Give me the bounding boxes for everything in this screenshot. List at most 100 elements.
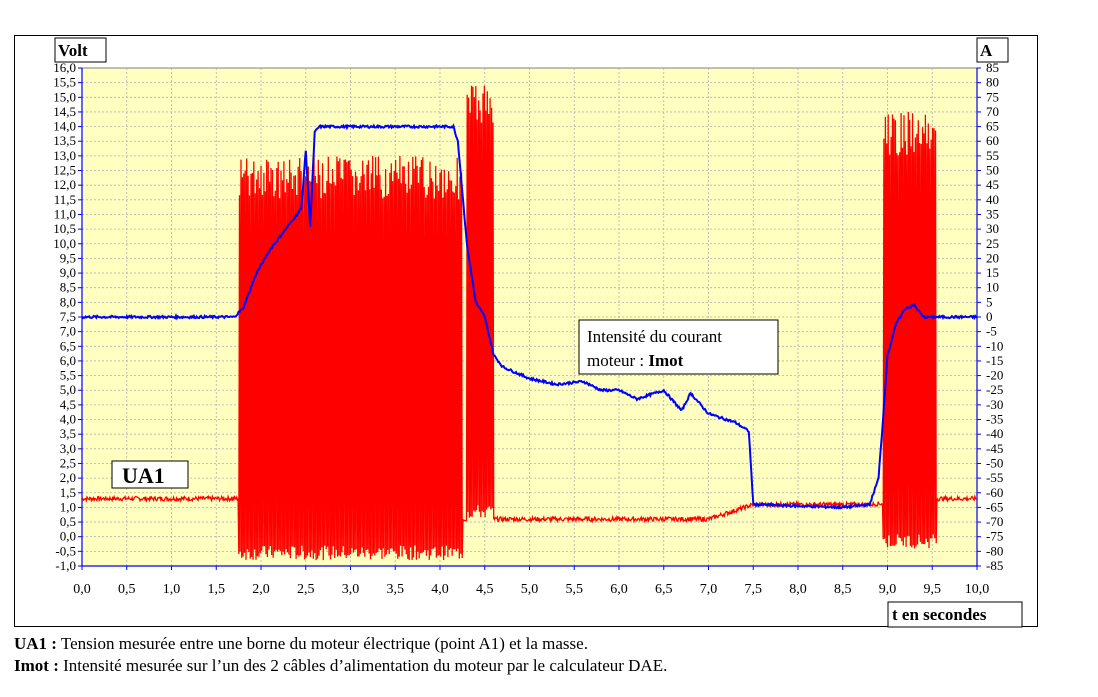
x-tick-label: 4,5 [476,582,494,597]
x-axis: 0,0 0,5 1,0 1,5 2,0 2,5 3,0 3,5 4,0 4,5 5,0 5,5 6,0 6… [73,565,990,597]
caption-ua1: UA1 : Tension mesurée entre une borne du… [14,634,588,654]
left-tick-label: 0,0 [60,529,76,544]
x-tick-label: 6,5 [655,582,673,597]
x-tick-label: 2,5 [297,582,315,597]
left-tick-label: 6,5 [60,338,76,353]
left-tick-label: 16,0 [53,60,76,75]
right-tick-label: -55 [986,470,1003,485]
x-tick-label: 10,0 [965,582,990,597]
left-tick-label: 4,0 [60,412,76,427]
right-tick-label: -80 [986,543,1003,558]
right-tick-label: 55 [986,148,999,163]
x-tick-label: 6,0 [610,582,628,597]
right-tick-label: -10 [986,338,1003,353]
imot-label-line2-prefix: moteur : [587,351,648,370]
left-tick-label: 6,0 [60,353,76,368]
imot-label-box [578,319,779,375]
x-tick-label: 1,5 [208,582,226,597]
left-tick-label: 8,0 [60,294,76,309]
imot-line [81,123,978,510]
ua1-label-box [111,460,189,489]
left-tick-label: 4,5 [60,397,76,412]
left-tick-label: 14,0 [53,119,76,134]
right-tick-label: 35 [986,206,999,221]
ua1-label: UA1 [122,463,165,488]
left-tick-label: 15,0 [53,89,76,104]
x-tick-label: 3,5 [387,582,405,597]
x-tick-label: 8,0 [789,582,807,597]
x-tick-label: 1,0 [163,582,181,597]
left-axis-title: Volt [58,41,88,60]
right-tick-label: 0 [986,309,993,324]
right-tick-label: -35 [986,412,1003,427]
right-tick-label: 25 [986,236,999,251]
caption-imot: Imot : Intensité mesurée sur l’un des 2 … [14,656,667,676]
right-tick-label: 5 [986,294,993,309]
right-tick-label: 15 [986,265,999,280]
x-tick-label: 4,0 [431,582,449,597]
right-tick-label: 45 [986,177,999,192]
right-tick-label: 40 [986,192,999,207]
left-tick-label: 0,5 [60,514,76,529]
caption-ua1-text: Tension mesurée entre une borne du moteu… [56,634,588,653]
left-tick-label: 15,5 [53,75,76,90]
left-axis-title-box [54,37,107,63]
right-axis-title-box [976,37,1009,63]
x-axis-title: t en secondes [892,605,987,624]
left-tick-label: 1,0 [60,499,76,514]
right-tick-label: -15 [986,353,1003,368]
caption-ua1-bold: UA1 : [14,634,57,653]
left-tick-label: 13,5 [53,133,76,148]
caption-imot-bold: Imot : [14,656,59,675]
right-tick-label: -75 [986,529,1003,544]
series-ua1 [81,85,978,561]
left-tick-label: 9,5 [60,250,76,265]
left-tick-label: 9,0 [60,265,76,280]
left-tick-label: 5,5 [60,368,76,383]
ua1-line [81,85,978,561]
caption-imot-text: Intensité mesurée sur l’un des 2 câbles … [58,656,668,675]
left-tick-label: 7,0 [60,324,76,339]
right-tick-label: 65 [986,119,999,134]
imot-label-line2: moteur : Imot [587,351,684,370]
left-tick-label: 11,5 [54,192,76,207]
right-tick-label: 70 [986,104,999,119]
right-tick-label: 75 [986,89,999,104]
left-tick-label: 2,0 [60,470,76,485]
left-tick-label: -1,0 [55,558,76,573]
left-axis: 16,015,515,014,514,013,513,012,512,011,5… [53,60,83,573]
x-tick-label: 9,5 [924,582,942,597]
imot-label-line2-bold: Imot [648,351,683,370]
left-tick-label: 3,5 [60,426,76,441]
x-tick-label: 9,0 [879,582,897,597]
series-imot [81,123,978,510]
left-tick-label: 12,0 [53,177,76,192]
left-tick-label: -0,5 [55,543,76,558]
right-tick-label: -5 [986,324,997,339]
left-tick-label: 14,5 [53,104,76,119]
right-tick-label: 50 [986,163,999,178]
left-tick-label: 13,0 [53,148,76,163]
x-tick-label: 3,0 [342,582,360,597]
right-tick-label: 80 [986,75,999,90]
right-tick-label: 60 [986,133,999,148]
right-tick-label: -40 [986,426,1003,441]
left-tick-label: 12,5 [53,163,76,178]
left-tick-label: 2,5 [60,455,76,470]
right-tick-label: -30 [986,397,1003,412]
right-tick-label: -20 [986,368,1003,383]
right-tick-label: -50 [986,455,1003,470]
right-tick-label: -85 [986,558,1003,573]
right-tick-label: -70 [986,514,1003,529]
right-axis-title: A [980,41,993,60]
left-tick-label: 10,0 [53,236,76,251]
right-tick-label: 20 [986,250,999,265]
left-tick-label: 10,5 [53,221,76,236]
left-tick-label: 7,5 [60,309,76,324]
left-tick-label: 1,5 [60,485,76,500]
x-tick-label: 7,0 [700,582,718,597]
x-tick-label: 0,0 [73,582,91,597]
left-tick-label: 3,0 [60,441,76,456]
x-axis-title-box [887,601,1023,628]
